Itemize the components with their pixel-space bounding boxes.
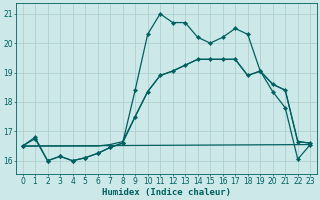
X-axis label: Humidex (Indice chaleur): Humidex (Indice chaleur) — [102, 188, 231, 197]
